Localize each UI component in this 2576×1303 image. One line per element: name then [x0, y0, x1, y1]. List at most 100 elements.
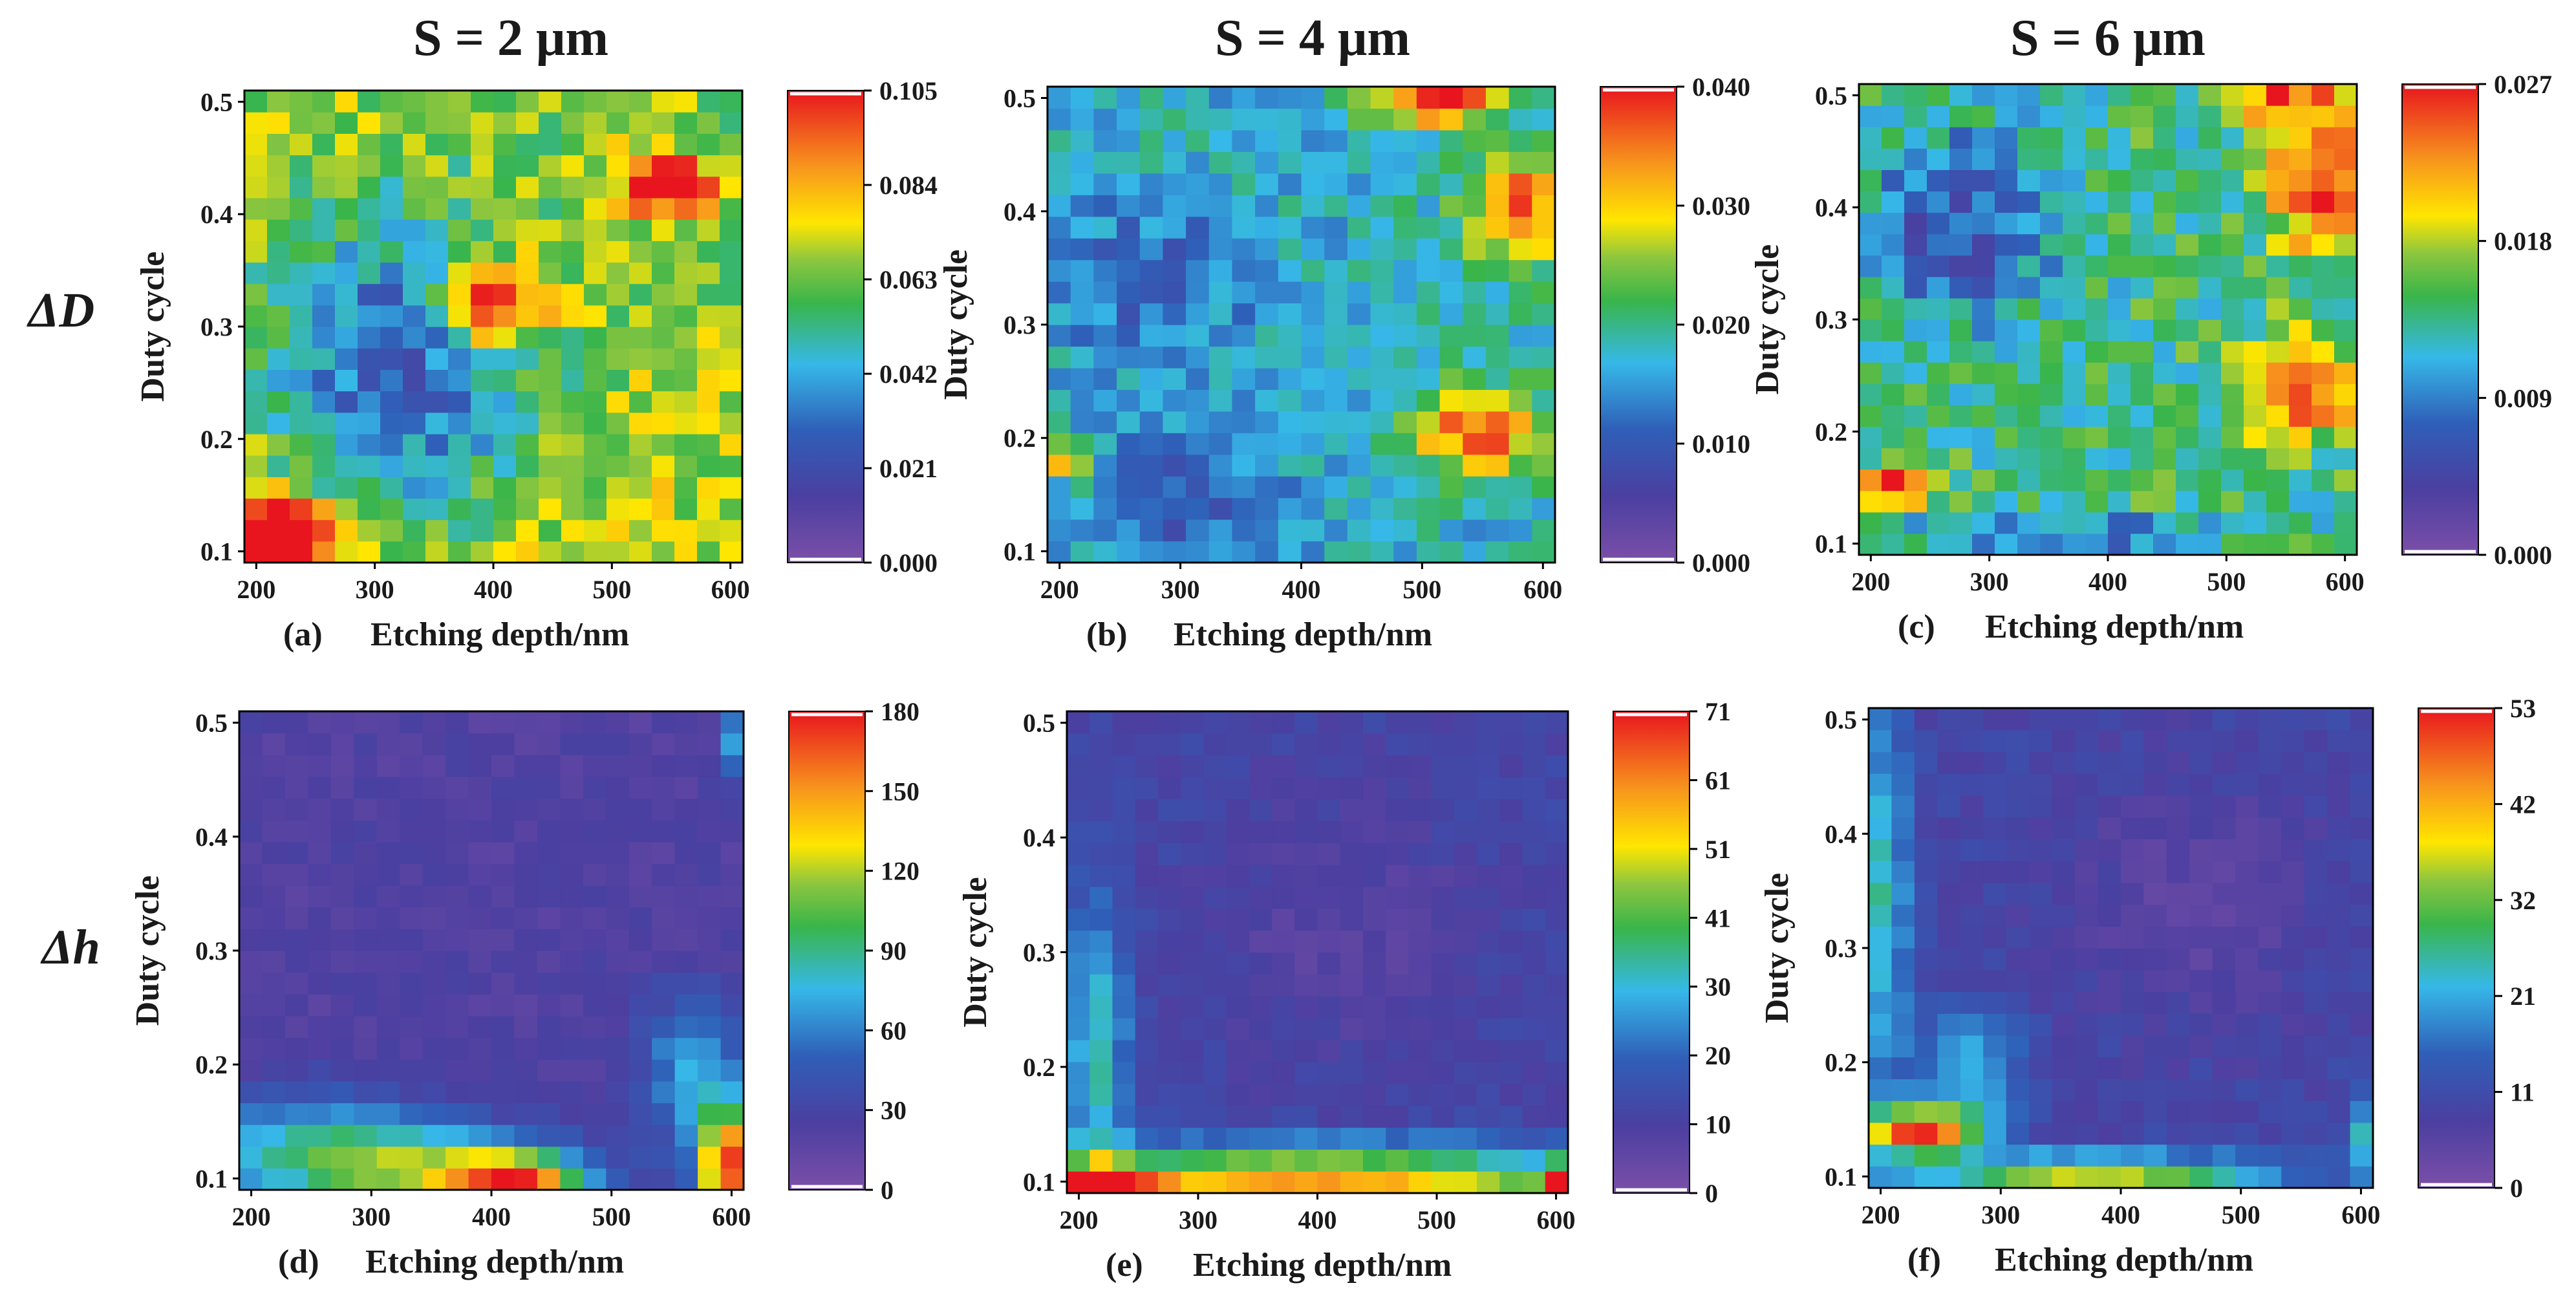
heatmap-cell — [1278, 519, 1302, 542]
heatmap-cell — [1317, 952, 1341, 975]
heatmap-cell — [2108, 148, 2131, 170]
heatmap-cell — [2063, 191, 2086, 213]
heatmap-cell — [1347, 367, 1371, 390]
heatmap-cell — [2143, 1101, 2167, 1123]
heatmap-cell — [2063, 426, 2086, 449]
heatmap-cell — [2198, 233, 2222, 256]
heatmap-cell — [1891, 708, 1915, 731]
heatmap-cell — [1203, 799, 1227, 821]
heatmap-cell — [1362, 930, 1386, 953]
heatmap-cell — [1324, 346, 1348, 369]
heatmap-cell — [1249, 974, 1272, 996]
heatmap-cell — [1294, 1127, 1318, 1150]
heatmap-cell — [2235, 948, 2259, 971]
heatmap-cell — [2334, 490, 2357, 513]
heatmap-cell — [1477, 865, 1500, 887]
heatmap-cell — [1067, 1149, 1090, 1172]
heatmap-cell — [1393, 108, 1417, 131]
heatmap-cell — [1927, 426, 1950, 449]
heatmap-cell — [1949, 297, 1973, 320]
heatmap-cell — [1914, 795, 1938, 818]
heatmap-cell — [1203, 755, 1227, 778]
heatmap-cell — [1135, 1149, 1159, 1172]
heatmap-cell — [629, 241, 652, 263]
heatmap-cell — [2235, 882, 2259, 905]
heatmap-cell — [1499, 1149, 1523, 1172]
heatmap-cell — [583, 776, 606, 799]
heatmap-cell — [422, 776, 446, 799]
heatmap-cell — [330, 863, 354, 886]
heatmap-cell — [358, 241, 381, 263]
heatmap-cell — [400, 711, 424, 734]
heatmap-cell — [2176, 212, 2199, 235]
heatmap-cell — [1347, 325, 1371, 347]
heatmap-cell — [1301, 389, 1325, 412]
heatmap-cell — [1477, 930, 1500, 953]
heatmap-cell — [560, 929, 584, 951]
heatmap-cell — [1522, 930, 1546, 953]
heatmap-cell — [2235, 926, 2259, 949]
heatmap-cell — [2143, 795, 2167, 818]
heatmap-cell — [267, 412, 290, 435]
heatmap-cell — [448, 519, 471, 542]
heatmap-cell — [1949, 169, 1973, 192]
heatmap-cell — [1439, 325, 1463, 347]
heatmap-cell — [1499, 1061, 1523, 1084]
heatmap-cell — [2052, 926, 2076, 949]
heatmap-cell — [1431, 821, 1455, 843]
heatmap-cell — [1324, 433, 1348, 455]
heatmap-cell — [628, 1103, 652, 1125]
heatmap-cell — [448, 262, 471, 285]
heatmap-cell — [1431, 799, 1455, 821]
heatmap-cell — [698, 1146, 722, 1168]
heatmap-cell — [2258, 861, 2282, 883]
heatmap-cell — [2266, 512, 2290, 534]
heatmap-cell — [1485, 367, 1510, 390]
heatmap-cell — [2143, 926, 2167, 949]
heatmap-cell — [514, 798, 538, 821]
heatmap-cell — [2029, 1166, 2053, 1189]
heatmap-cell — [560, 776, 584, 799]
heatmap-cell — [1317, 930, 1341, 953]
heatmap-cell — [1249, 1105, 1272, 1128]
heatmap-cell — [1869, 861, 1893, 883]
heatmap-cell — [1255, 541, 1279, 563]
heatmap-cell — [1508, 367, 1532, 390]
heatmap-cell — [400, 994, 424, 1017]
heatmap-cell — [537, 798, 561, 821]
heatmap-cell — [2098, 729, 2121, 753]
heatmap-cell — [1340, 1149, 1364, 1172]
heatmap-cell — [606, 197, 630, 220]
heatmap-cell — [2258, 817, 2282, 839]
heatmap-cell — [2221, 212, 2244, 235]
heatmap-cell — [1532, 303, 1556, 325]
heatmap-cell — [1408, 930, 1432, 953]
heatmap-cell — [720, 391, 743, 413]
heatmap-cell — [1301, 151, 1325, 174]
heatmap-cell — [1532, 281, 1556, 304]
heatmap-cell — [560, 863, 584, 886]
heatmap-cell — [2212, 882, 2236, 905]
heatmap-cell — [2006, 795, 2030, 818]
heatmap-cell — [1226, 1105, 1250, 1128]
heatmap-cell — [584, 348, 607, 370]
heatmap-cell — [1431, 996, 1455, 1018]
heatmap-cell — [2052, 861, 2076, 883]
heatmap-cell — [1139, 281, 1164, 304]
heatmap-cell — [1960, 969, 1984, 993]
heatmap-cell — [1370, 497, 1394, 520]
heatmap-cell — [1347, 238, 1371, 261]
row-title-2: Δh — [40, 920, 100, 975]
y-tick-label: 0.3 — [1004, 310, 1036, 339]
heatmap-cell — [2166, 1013, 2190, 1036]
heatmap-cell — [1226, 996, 1250, 1018]
heatmap-cell — [1226, 755, 1250, 778]
heatmap-cell — [1157, 886, 1181, 909]
heatmap-cell — [1949, 191, 1973, 213]
heatmap-cell — [290, 176, 313, 199]
heatmap-cell — [1431, 1018, 1455, 1040]
heatmap-cell — [698, 1015, 722, 1039]
heatmap-cell — [1522, 733, 1546, 756]
heatmap-cell — [561, 133, 585, 156]
